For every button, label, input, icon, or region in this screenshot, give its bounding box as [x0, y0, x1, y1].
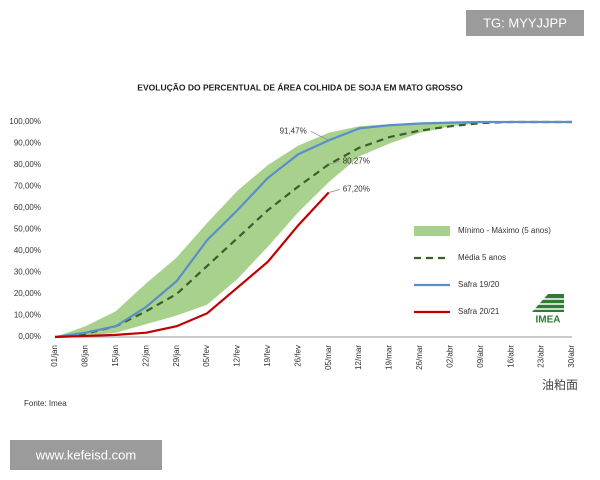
- data-label: 91,47%: [280, 126, 307, 135]
- leader-line: [310, 131, 329, 141]
- x-tick-label: 22/jan: [141, 345, 150, 367]
- y-tick-label: 70,00%: [14, 182, 41, 191]
- logo-stripes: [533, 298, 564, 310]
- watermark-box: [10, 440, 162, 470]
- leader-line: [328, 161, 340, 165]
- y-tick-label: 100,00%: [9, 117, 41, 126]
- watermark-box: [466, 10, 584, 36]
- y-tick-label: 80,00%: [14, 160, 41, 169]
- x-tick-label: 19/fev: [263, 345, 272, 367]
- x-tick-label: 08/jan: [81, 345, 90, 367]
- watermark: 油粕面: [542, 377, 578, 392]
- x-tick-label: 01/jan: [50, 345, 59, 367]
- legend-label: Média 5 anos: [458, 253, 506, 262]
- watermark: TG: MYYJJPP: [483, 15, 567, 30]
- data-label: 67,20%: [343, 185, 370, 194]
- x-tick-label: 02/abr: [445, 345, 454, 368]
- x-tick-label: 09/abr: [476, 345, 485, 368]
- x-tick-label: 26/mar: [415, 345, 424, 370]
- series-line: [54, 191, 330, 339]
- x-tick-label: 26/fev: [293, 345, 302, 367]
- y-tick-label: 10,00%: [14, 311, 41, 320]
- x-tick-label: 23/abr: [537, 345, 546, 368]
- data-label: 80,27%: [343, 157, 370, 166]
- legend-label: Safra 20/21: [458, 307, 500, 316]
- leader-line: [328, 189, 340, 193]
- series-line: [54, 120, 572, 339]
- x-tick-label: 12/mar: [354, 345, 363, 370]
- x-tick-label: 05/fev: [202, 345, 211, 367]
- x-tick-label: 29/jan: [172, 345, 181, 367]
- logo: IMEA: [532, 294, 564, 326]
- y-tick-label: 60,00%: [14, 203, 41, 212]
- watermark: www.kefeisd.com: [35, 447, 136, 462]
- y-tick-label: 20,00%: [14, 289, 41, 298]
- min-max-band: [55, 122, 572, 337]
- chart-title: EVOLUÇÃO DO PERCENTUAL DE ÁREA COLHIDA D…: [137, 82, 463, 92]
- legend-label: Safra 19/20: [458, 280, 500, 289]
- logo-text: IMEA: [536, 315, 561, 326]
- x-tick-label: 19/mar: [385, 345, 394, 370]
- legend-swatch: [414, 226, 450, 236]
- x-tick-label: 12/fev: [233, 345, 242, 367]
- y-tick-label: 50,00%: [14, 225, 41, 234]
- y-tick-label: 30,00%: [14, 268, 41, 277]
- y-tick-label: 0,00%: [18, 332, 41, 341]
- x-tick-label: 15/jan: [111, 345, 120, 367]
- y-tick-label: 90,00%: [14, 139, 41, 148]
- x-tick-label: 30/abr: [567, 345, 576, 368]
- x-tick-label: 16/abr: [506, 345, 515, 368]
- x-tick-label: 05/mar: [324, 345, 333, 370]
- y-tick-label: 40,00%: [14, 246, 41, 255]
- source: Fonte: Imea: [24, 399, 67, 408]
- legend-label: Mínimo - Máximo (5 anos): [458, 226, 551, 235]
